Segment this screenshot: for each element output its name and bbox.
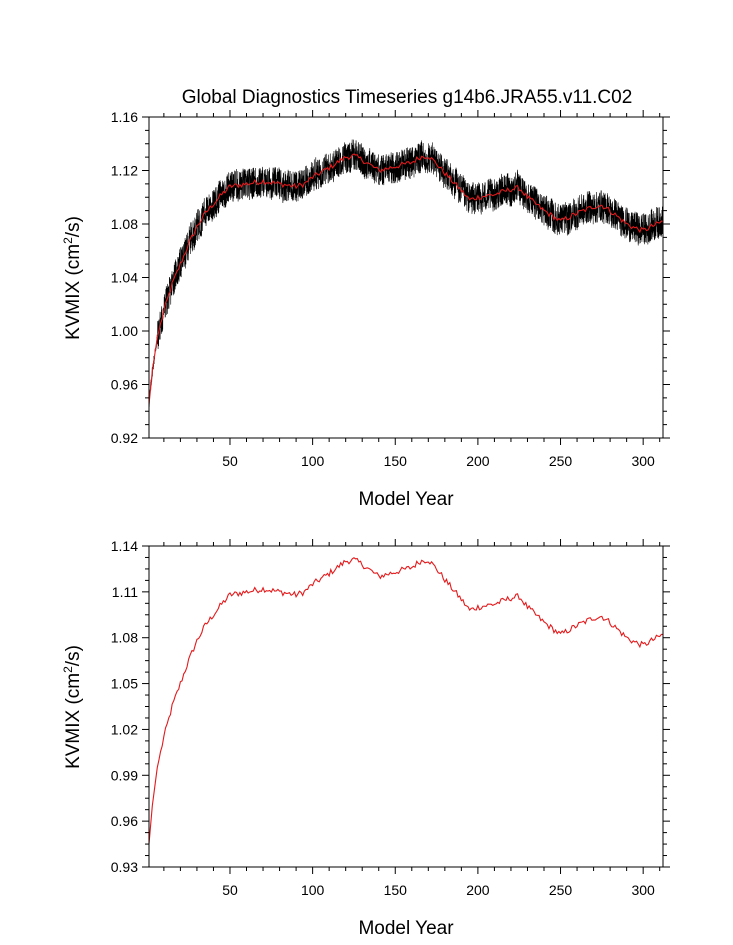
x-tick-label: 250 bbox=[549, 453, 573, 469]
top-chart-panel: Global Diagnostics Timeseries g14b6.JRA5… bbox=[61, 87, 670, 510]
plot-frame bbox=[148, 545, 664, 868]
y-tick-label: 1.16 bbox=[111, 109, 138, 125]
x-tick-label: 300 bbox=[631, 882, 655, 898]
x-tick-label: 100 bbox=[301, 882, 325, 898]
x-tick-label: 300 bbox=[631, 453, 655, 469]
top-x-axis-label: Model Year bbox=[358, 489, 454, 510]
monthly-series-line bbox=[149, 139, 663, 409]
annual-mean-series-line bbox=[149, 557, 663, 845]
x-tick-label: 250 bbox=[549, 882, 573, 898]
chart-title: Global Diagnostics Timeseries g14b6.JRA5… bbox=[182, 87, 633, 108]
bottom-x-axis-label: Model Year bbox=[358, 918, 454, 939]
x-tick-label: 100 bbox=[301, 453, 325, 469]
annual-mean-series-line bbox=[149, 153, 663, 405]
top-y-axis-label: KVMIX (cm2/s) bbox=[61, 216, 84, 340]
y-tick-label: 0.99 bbox=[111, 767, 138, 783]
bottom-chart-panel: 50 100 150 200 250 300 0.93 0.96 0.99 1.02 1.05 1.0… bbox=[61, 538, 670, 939]
x-tick-label: 50 bbox=[222, 882, 238, 898]
y-tick-label: 0.93 bbox=[111, 859, 138, 875]
y-tick-label: 1.04 bbox=[111, 270, 138, 286]
y-tick-label: 0.92 bbox=[111, 430, 138, 446]
x-tick-label: 150 bbox=[384, 882, 408, 898]
x-tick-label: 150 bbox=[384, 453, 408, 469]
y-tick-label: 1.14 bbox=[111, 538, 138, 554]
top-plot-area: 50 100 150 200 250 300 0.92 0.96 1.00 1.04 1.08 1.1… bbox=[111, 109, 670, 469]
y-tick-label: 1.08 bbox=[111, 216, 138, 232]
y-tick-label: 0.96 bbox=[111, 377, 138, 393]
x-tick-label: 200 bbox=[466, 882, 490, 898]
y-tick-label: 0.96 bbox=[111, 813, 138, 829]
y-tick-label: 1.08 bbox=[111, 630, 138, 646]
y-tick-label: 1.05 bbox=[111, 676, 138, 692]
x-tick-label: 50 bbox=[222, 453, 238, 469]
y-tick-label: 1.00 bbox=[111, 323, 138, 339]
bottom-plot-area: 50 100 150 200 250 300 0.93 0.96 0.99 1.02 1.05 1.0… bbox=[111, 538, 670, 898]
y-tick-label: 1.12 bbox=[111, 163, 138, 179]
bottom-y-axis-label: KVMIX (cm2/s) bbox=[61, 645, 84, 769]
y-tick-label: 1.02 bbox=[111, 721, 138, 737]
y-tick-label: 1.11 bbox=[112, 584, 138, 600]
x-tick-label: 200 bbox=[466, 453, 490, 469]
